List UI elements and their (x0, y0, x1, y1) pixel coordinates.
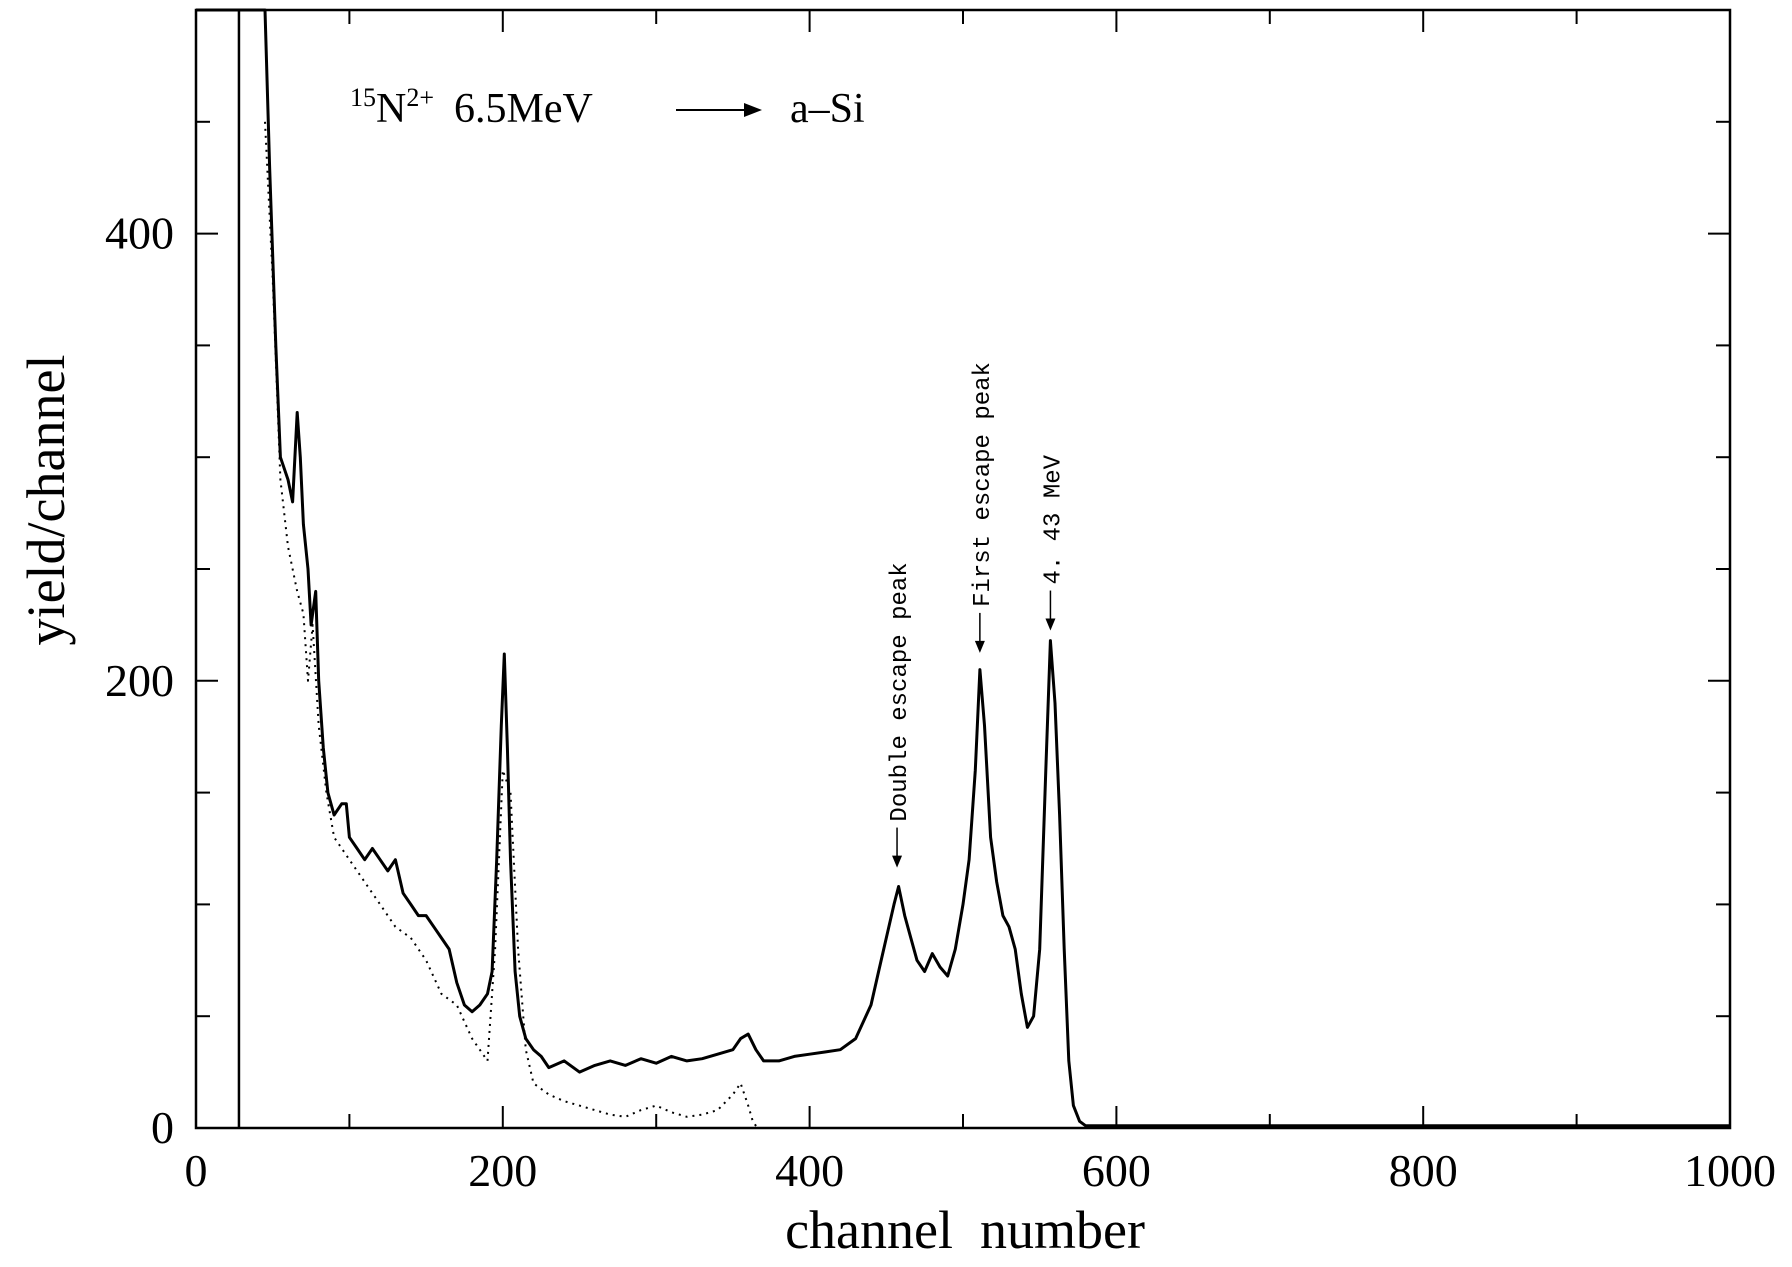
x-tick-label: 800 (1389, 1145, 1458, 1196)
y-tick-label: 400 (105, 208, 174, 259)
x-axis-title: channel number (785, 1200, 1145, 1260)
y-tick-label: 200 (105, 655, 174, 706)
plot-frame (194, 8, 1732, 1130)
peak-annotations: Double escape peak First escape peak 4. 43… (887, 362, 1067, 868)
annotation-label: First escape peak (970, 362, 997, 607)
series-solid-line (196, 8, 1730, 1128)
plot-title: 15N2+ 6.5MeV (350, 83, 593, 132)
series-dotted-line (264, 121, 759, 1129)
title-arrow (676, 103, 762, 117)
x-tick-label: 400 (775, 1145, 844, 1196)
title-energy: 6.5MeV (454, 86, 593, 132)
axis-tick-labels: 0 200 400 600 800 1000 0 200 400 (105, 208, 1776, 1196)
annotation-arrowhead (1045, 618, 1056, 631)
axis-ticks (195, 9, 1731, 1129)
x-tick-label: 0 (185, 1145, 208, 1196)
y-axis-title: yield/channel (16, 355, 76, 646)
annotation-label: 4. 43 MeV (1040, 454, 1067, 584)
title-target: a–Si (790, 86, 865, 132)
title-mass: 15 (350, 83, 376, 112)
x-tick-label: 200 (468, 1145, 537, 1196)
peak-annotation: 4. 43 MeV (1040, 454, 1067, 631)
y-tick-label: 0 (151, 1102, 174, 1153)
annotation-label: Double escape peak (887, 562, 914, 821)
title-charge: 2+ (406, 83, 434, 112)
annotation-arrowhead (892, 855, 903, 868)
annotation-arrowhead (974, 640, 985, 653)
x-tick-label: 1000 (1684, 1145, 1776, 1196)
data-series (196, 8, 1730, 1129)
x-tick-label: 600 (1082, 1145, 1151, 1196)
peak-annotation: First escape peak (970, 362, 997, 653)
peak-annotation: Double escape peak (887, 562, 914, 868)
title-element: N (376, 86, 406, 132)
